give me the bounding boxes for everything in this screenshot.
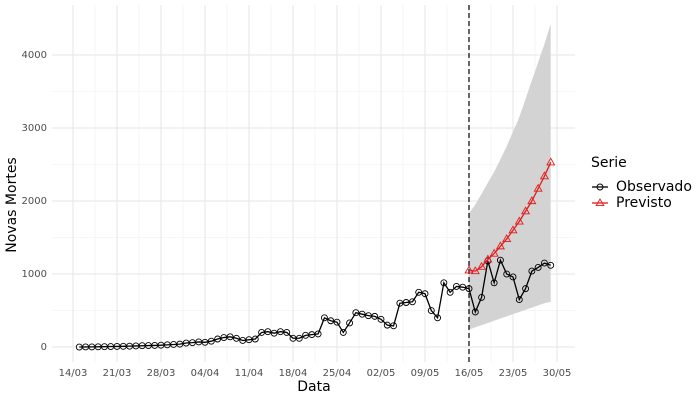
data-point xyxy=(320,314,328,322)
data-point xyxy=(446,288,454,296)
data-point xyxy=(465,285,473,293)
x-tick-label: 11/04 xyxy=(235,368,264,379)
x-axis-label: Data xyxy=(297,379,330,395)
data-point xyxy=(270,329,278,337)
data-point xyxy=(490,279,498,287)
legend-title: Serie xyxy=(591,155,627,171)
data-point xyxy=(232,334,240,342)
x-tick-label: 09/05 xyxy=(411,368,440,379)
x-tick-label: 25/04 xyxy=(323,368,352,379)
data-point xyxy=(534,264,542,271)
data-point xyxy=(201,338,209,346)
x-tick-label: 23/05 xyxy=(499,368,528,379)
y-tick-label: 3000 xyxy=(22,123,47,134)
data-point xyxy=(471,308,479,316)
data-point xyxy=(371,312,379,320)
data-point xyxy=(377,315,385,323)
x-tick-label: 04/04 xyxy=(191,368,220,379)
x-tick-label: 28/03 xyxy=(147,368,176,379)
data-point xyxy=(390,322,398,330)
x-tick-label: 30/05 xyxy=(543,368,572,379)
data-point xyxy=(415,288,423,296)
data-point xyxy=(546,157,556,166)
y-tick-label: 0 xyxy=(41,342,47,353)
data-point xyxy=(207,337,215,345)
y-tick-label: 4000 xyxy=(22,50,47,61)
data-point xyxy=(264,328,272,336)
data-point xyxy=(495,241,506,250)
data-point xyxy=(508,225,518,234)
legend-marker xyxy=(596,183,604,191)
data-point xyxy=(533,183,543,192)
data-point xyxy=(470,266,480,275)
data-point xyxy=(527,196,537,205)
prediction-interval xyxy=(469,23,551,330)
data-point xyxy=(352,309,360,317)
data-point xyxy=(476,261,487,270)
y-tick-label: 2000 xyxy=(22,196,47,207)
legend-label: Previsto xyxy=(616,195,672,211)
data-point xyxy=(251,335,259,343)
data-point xyxy=(226,333,234,341)
data-point xyxy=(478,293,486,301)
data-point xyxy=(514,216,524,225)
data-point xyxy=(295,334,303,342)
x-tick-label: 21/03 xyxy=(103,368,132,379)
data-point xyxy=(214,335,222,343)
data-point xyxy=(502,234,512,243)
data-point xyxy=(522,285,530,293)
data-point xyxy=(496,256,504,264)
data-point xyxy=(520,206,531,215)
data-point xyxy=(283,328,291,336)
data-point xyxy=(327,317,335,325)
x-tick-label: 14/03 xyxy=(59,368,88,379)
data-point xyxy=(483,254,493,263)
data-point xyxy=(547,261,555,269)
data-point xyxy=(333,318,341,326)
y-tick-label: 1000 xyxy=(22,269,47,280)
data-point xyxy=(176,340,184,348)
data-point xyxy=(339,328,347,336)
data-point xyxy=(314,330,322,338)
data-point xyxy=(408,298,416,306)
data-point xyxy=(515,296,523,304)
x-tick-label: 18/04 xyxy=(279,368,308,379)
data-point xyxy=(434,314,442,322)
data-point xyxy=(440,279,448,287)
data-point xyxy=(503,270,511,278)
data-point xyxy=(509,273,517,281)
data-point xyxy=(540,259,548,267)
data-point xyxy=(539,171,550,180)
data-point xyxy=(346,319,354,327)
y-axis-label: Novas Mortes xyxy=(4,157,20,252)
series-line xyxy=(468,162,552,272)
data-point xyxy=(464,265,474,274)
x-tick-label: 16/05 xyxy=(455,368,484,379)
data-point xyxy=(528,267,536,275)
data-point xyxy=(421,290,429,298)
legend-label: Observado xyxy=(616,179,692,195)
data-point xyxy=(489,248,499,257)
data-point xyxy=(358,310,366,318)
x-tick-label: 02/05 xyxy=(367,368,396,379)
legend-marker xyxy=(595,198,605,207)
data-point xyxy=(459,283,467,291)
data-point xyxy=(427,307,435,314)
